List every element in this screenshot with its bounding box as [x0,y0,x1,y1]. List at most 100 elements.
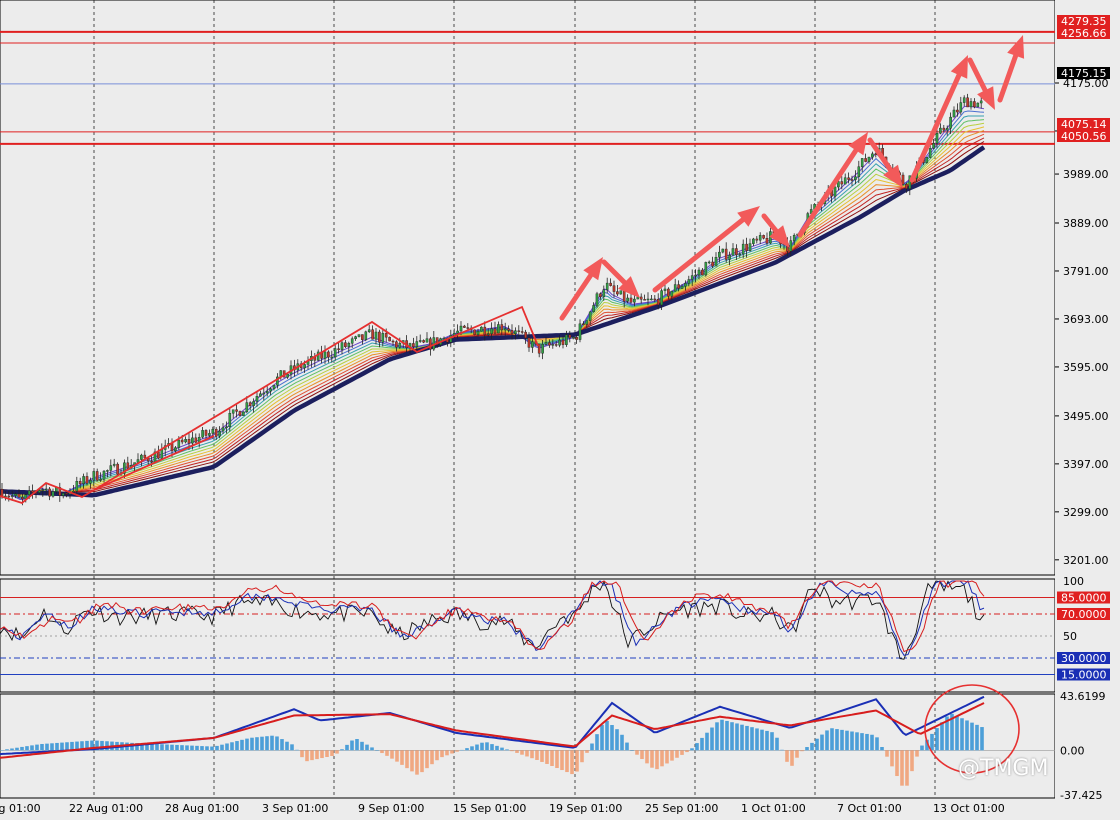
time-axis-label: Aug 01:00 [0,802,41,815]
bull-candle [959,102,963,113]
macd-bar-positive [0,750,4,751]
macd-bar-negative [670,750,674,761]
bear-candle [435,337,439,345]
highlight-circle [924,684,1020,774]
level-price-label: 4279.35 [1061,15,1107,28]
bull-candle [514,330,517,334]
bull-candle [231,409,235,414]
forecast-arrow-head [769,225,790,248]
macd-bar-positive [735,723,739,751]
macd-bar-positive [255,737,259,751]
stochastic-level-box [1057,608,1110,620]
macd-bar-positive [65,742,69,751]
macd-bar-positive [490,744,494,751]
bull-candle [541,344,544,354]
macd-bar-negative [585,750,589,753]
level-price-box [1057,27,1110,39]
bear-candle [942,127,946,131]
macd-bar-negative [895,750,899,777]
macd-bar-positive [875,737,879,751]
price-tick-label: 4175.00 [1063,77,1109,90]
macd-bar-negative [565,750,569,773]
macd-bar-positive [850,731,854,751]
bull-candle [925,157,929,163]
macd-bar-negative [320,750,324,759]
bear-candle [711,261,714,267]
forecast-arrow [967,57,995,110]
bear-candle [656,299,660,306]
macd-bar-negative [405,750,409,769]
bull-candle [731,248,735,256]
bear-candle [575,337,578,340]
bull-candle [174,447,177,452]
forecast-arrow-head [618,276,640,298]
bear-candle [204,430,208,436]
bear-candle [956,109,959,113]
macd-bar-positive [340,749,344,751]
macd-bar-positive [710,727,714,751]
bear-candle [554,344,558,346]
macd-bar-negative [435,750,439,761]
macd-bar-positive [945,716,949,751]
bear-candle [973,101,976,108]
macd-bar-negative [915,750,919,757]
macd-bar-positive [175,744,179,751]
macd-bar-negative [685,750,689,753]
bull-candle [374,331,378,340]
level-price-box [1057,67,1110,79]
bear-candle [966,97,969,108]
bull-candle [323,351,327,359]
bear-candle [170,443,174,452]
stochastic-level-label: 85.0000 [1061,592,1107,605]
macd-bar-positive [860,733,864,751]
bear-candle [327,351,330,358]
bull-candle [551,344,555,346]
forecast-arrow-shaft [601,259,627,285]
forecast-arrow [652,206,760,293]
macd-bar-negative [430,750,434,765]
bear-candle [371,329,374,340]
bull-candle [221,427,225,432]
macd-bar-negative [330,750,334,756]
bull-candle [697,269,701,276]
bull-candle [27,490,31,495]
bear-candle [629,297,633,303]
bull-candle [738,253,742,256]
macd-bar-positive [700,737,704,751]
price-tick-label: 3495.00 [1063,410,1109,423]
macd-bar-negative [580,750,584,763]
bull-candle [357,334,361,337]
bear-candle [238,411,242,416]
macd-bar-positive [595,734,599,751]
forecast-arrow-head [1007,35,1025,59]
bull-candle [792,235,796,241]
bear-candle [58,487,62,496]
level-price-label: 4175.15 [1061,67,1107,80]
bear-candle [609,282,612,286]
bear-candle [493,328,497,334]
macd-tick-label: -37.425 [1060,789,1102,802]
level-price-label: 4256.66 [1061,27,1107,40]
bull-candle [252,401,255,406]
bear-candle [235,409,238,412]
bear-candle [735,248,738,256]
bull-candle [704,262,708,276]
bull-candle [89,480,92,484]
bear-candle [194,437,198,443]
macd-bar-positive [835,729,839,751]
time-axis-label: 9 Sep 01:00 [358,802,424,815]
macd-bar-negative [675,750,679,758]
bull-candle [112,463,116,466]
bull-candle [184,439,187,443]
macd-bar-negative [515,750,519,753]
bull-candle [680,285,684,289]
macd-bar-positive [35,744,39,751]
bull-candle [245,402,249,413]
macd-bar-negative [310,750,314,761]
bull-candle [102,470,106,480]
macd-bar-positive [950,713,954,751]
macd-bar-negative [910,750,914,772]
bull-candle [578,323,582,340]
macd-bar-negative [650,750,654,768]
bear-candle [412,343,415,347]
